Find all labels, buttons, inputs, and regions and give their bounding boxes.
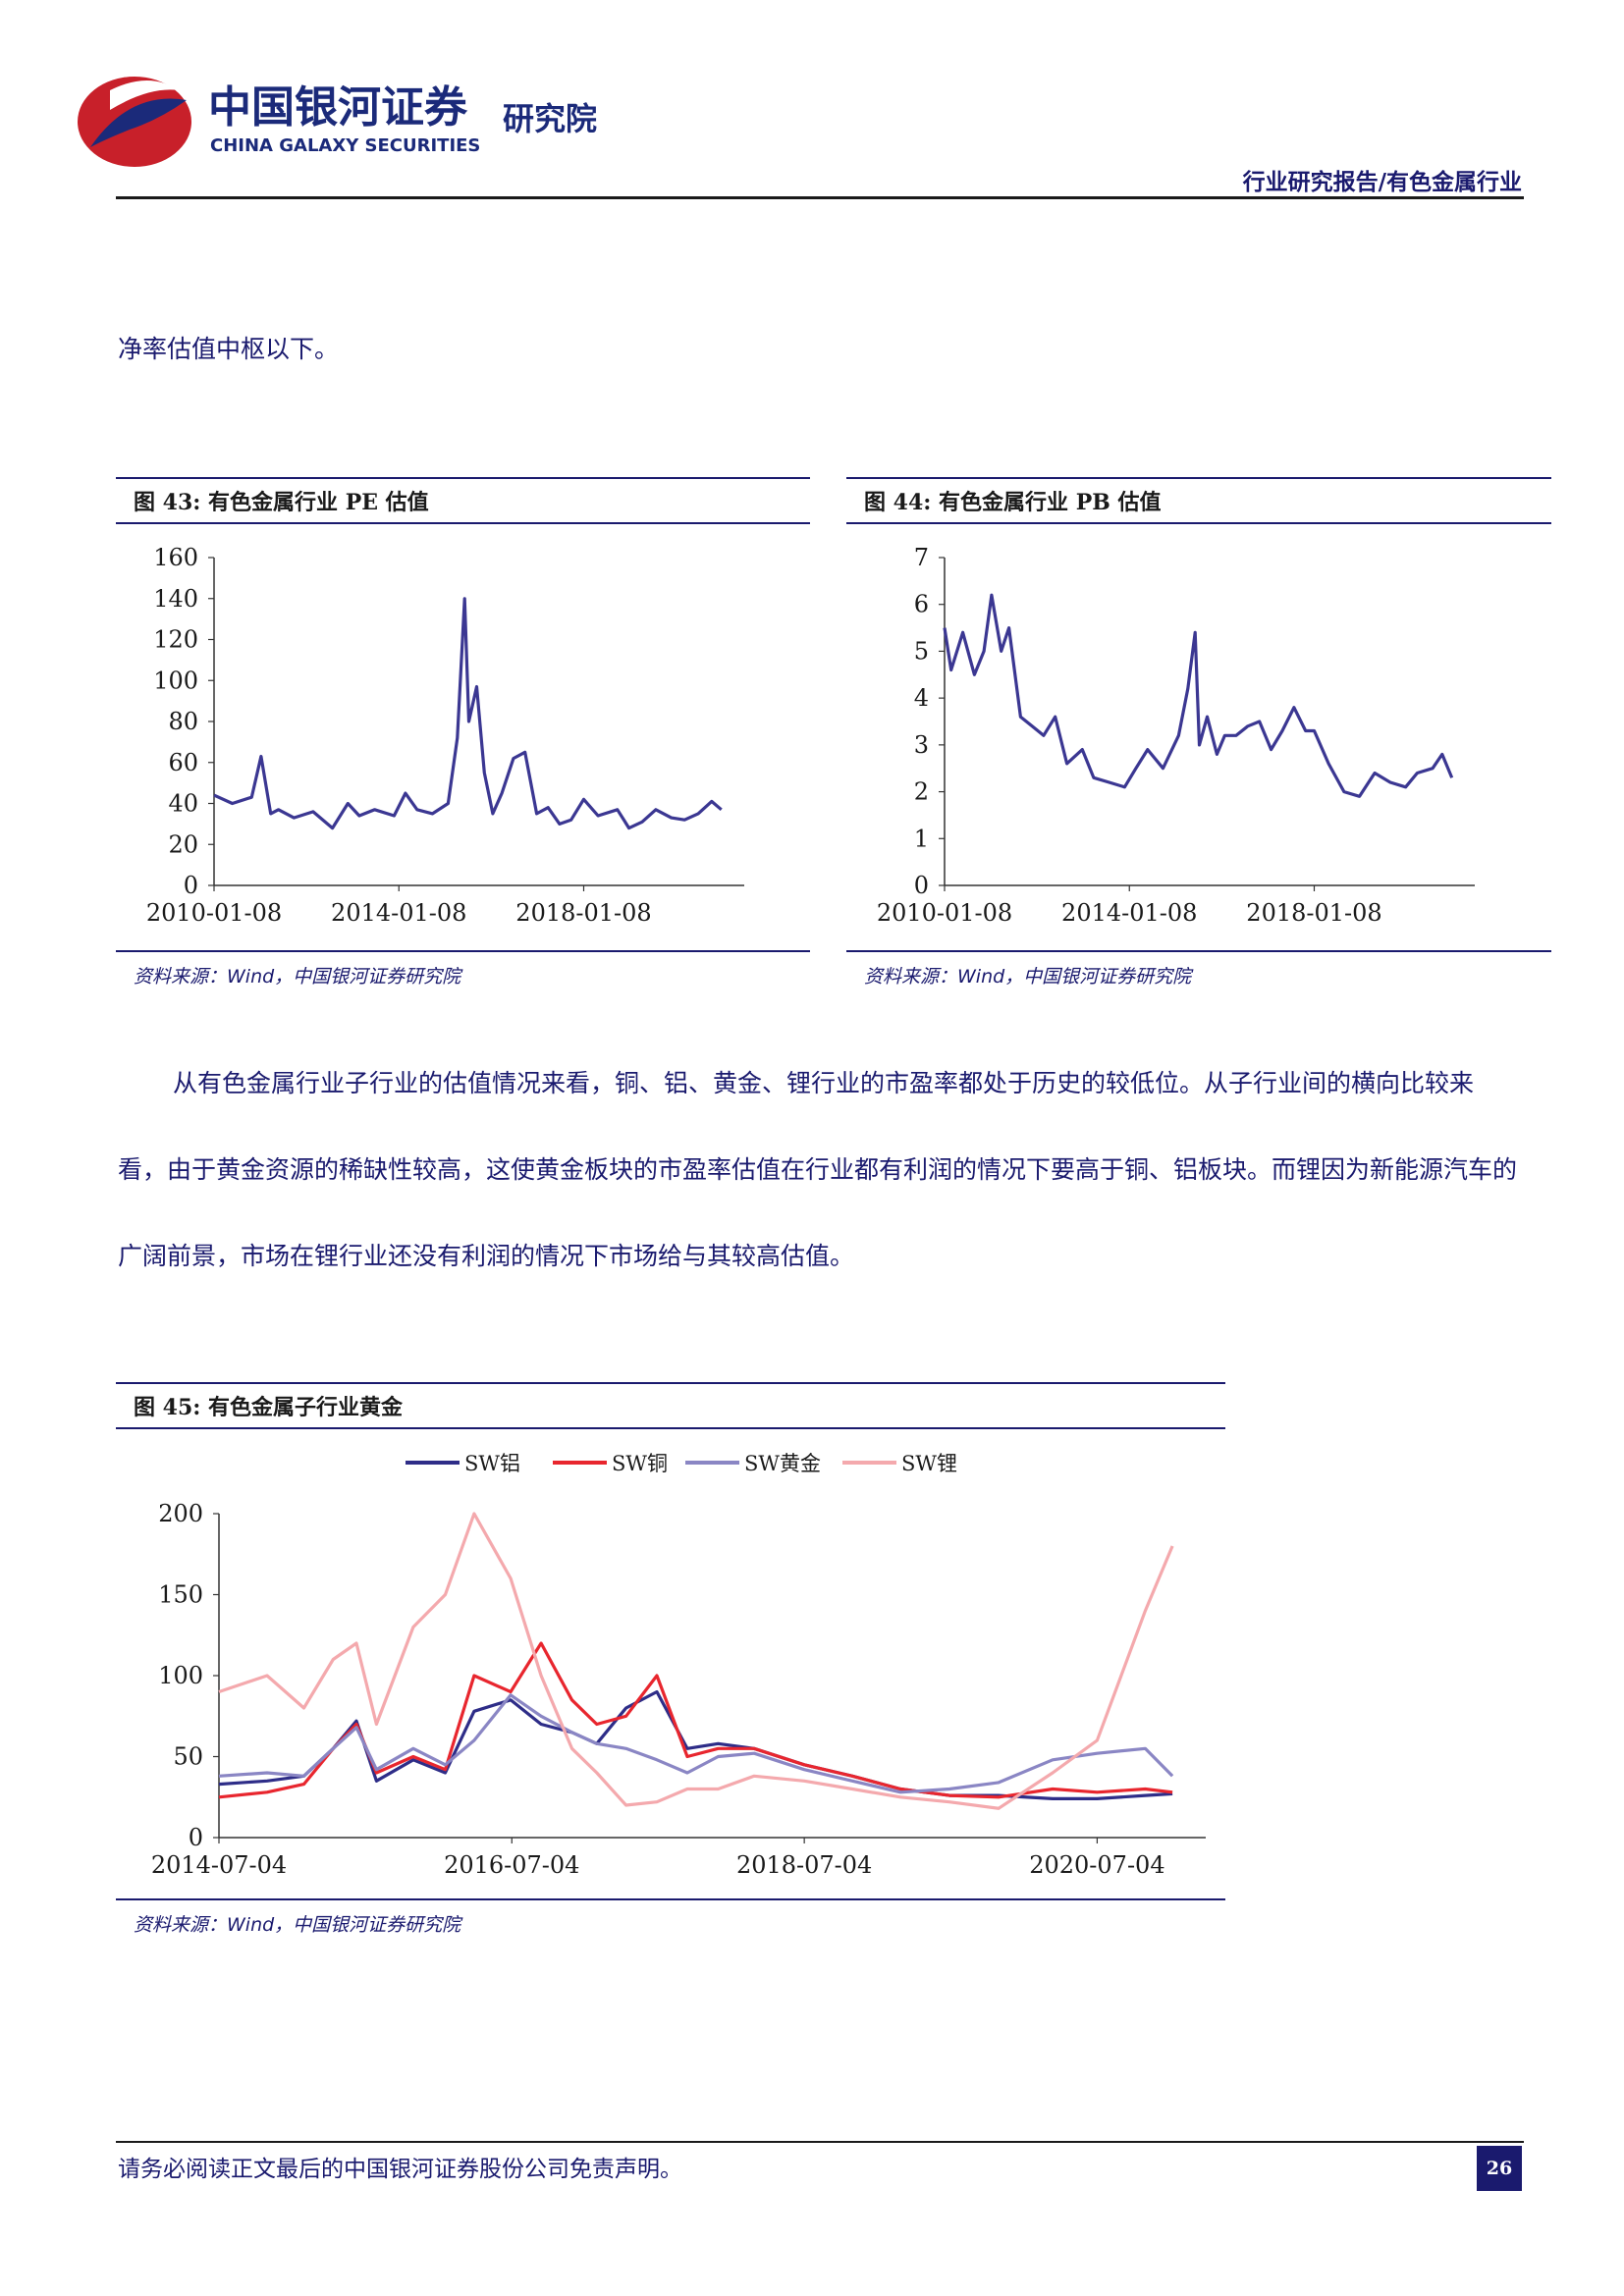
x-tick-label: 2010-01-08 [877, 899, 1012, 927]
legend-label: SW铝 [464, 1452, 520, 1475]
sub-industry-pe-chart: 0 50 100 150 200 2014-07-04 2016-07-04 2018-07-… [151, 1452, 1206, 1879]
x-tick-label: 2018-01-08 [515, 899, 651, 927]
fig43-title: 图 43: 有色金属行业 PE 估值 [134, 490, 429, 515]
logo-en-text: CHINA GALAXY SECURITIES [210, 135, 480, 156]
fig45-source: 资料来源：Wind，中国银河证券研究院 [134, 1914, 461, 1936]
y-tick-label: 160 [153, 544, 198, 571]
x-tick-label: 2018-07-04 [736, 1851, 872, 1879]
fig44-title: 图 44: 有色金属行业 PB 估值 [864, 490, 1162, 515]
report-type-label: 行业研究报告/有色金属行业 [1242, 169, 1522, 195]
y-tick-label: 120 [153, 626, 198, 654]
fig45-bottom-rule [116, 1898, 1225, 1900]
fig45-top-rule [116, 1382, 1225, 1384]
fig44-top-rule [846, 477, 1551, 479]
y-tick-label: 7 [914, 544, 929, 571]
disclaimer-note: 请务必阅读正文最后的中国银河证券股份公司免责声明。 [118, 2157, 682, 2182]
y-tick-label: 200 [158, 1500, 203, 1527]
x-tick-label: 2010-01-08 [146, 899, 282, 927]
x-tick-label: 2020-07-04 [1029, 1851, 1164, 1879]
fig43-bottom-rule [116, 950, 810, 952]
y-tick-label: 100 [158, 1662, 203, 1689]
intro-paragraph: 净率估值中枢以下。 [118, 335, 340, 363]
legend-label: SW黄金 [744, 1452, 821, 1475]
pb-series-line [943, 593, 1454, 798]
logo-cn-text: 中国银河证券 [208, 82, 468, 133]
galaxy-securities-logo: 中国银河证券 CHINA GALAXY SECURITIES 研究院 [71, 51, 709, 184]
sw-au-series-line [218, 1693, 1174, 1794]
legend-label: SW锂 [901, 1452, 957, 1475]
body-paragraph: 从有色金属行业子行业的估值情况来看，铜、铝、黄金、锂行业的市盈率都处于历史的较低… [118, 1069, 1518, 1270]
y-tick-label: 150 [158, 1581, 203, 1609]
fig43-top-rule [116, 477, 810, 479]
logo-swirl-white [110, 80, 179, 110]
fig44-bottom-rule [846, 950, 1551, 952]
y-tick-label: 1 [914, 825, 929, 852]
fig44-mid-rule [846, 522, 1551, 524]
pb-valuation-chart: 0 1 2 3 4 5 6 7 2010-01-08 2014-01-08 2018-01-08 [877, 544, 1475, 927]
legend-label: SW铜 [612, 1452, 668, 1475]
logo-swirl-blue [90, 98, 187, 147]
footer-rule [116, 2141, 1524, 2143]
fig43-mid-rule [116, 522, 810, 524]
fig43-source: 资料来源：Wind，中国银河证券研究院 [134, 966, 461, 988]
x-tick-label: 2018-01-08 [1246, 899, 1381, 927]
y-tick-label: 4 [914, 684, 929, 712]
x-tick-label: 2016-07-04 [444, 1851, 579, 1879]
header-rule [116, 196, 1524, 199]
y-tick-label: 60 [168, 749, 198, 776]
page-number: 26 [1477, 2146, 1522, 2191]
y-tick-label: 20 [168, 830, 198, 858]
x-tick-label: 2014-01-08 [331, 899, 466, 927]
y-tick-label: 6 [914, 591, 929, 618]
x-tick-label: 2014-01-08 [1061, 899, 1197, 927]
pe-valuation-chart: 0 20 40 60 80 100 120 140 160 2010-01-08 2014-01-0… [146, 544, 744, 927]
y-tick-label: 50 [173, 1743, 203, 1771]
fig45-title: 图 45: 有色金属子行业黄金 [134, 1395, 404, 1420]
y-tick-label: 100 [153, 667, 198, 694]
sw-al-series-line [218, 1689, 1173, 1800]
x-tick-label: 2014-07-04 [151, 1851, 287, 1879]
pe-series-line [213, 597, 723, 830]
logo-svg: 中国银河证券 CHINA GALAXY SECURITIES 研究院 [78, 77, 597, 167]
y-tick-label: 0 [184, 872, 198, 899]
y-tick-label: 140 [153, 585, 198, 613]
y-tick-label: 3 [914, 731, 929, 759]
sw-li-series-line [218, 1512, 1174, 1810]
fig44-source: 资料来源：Wind，中国银河证券研究院 [864, 966, 1192, 988]
y-tick-label: 2 [914, 778, 929, 806]
y-tick-label: 0 [189, 1824, 203, 1851]
y-tick-label: 80 [168, 708, 198, 735]
y-tick-label: 40 [168, 790, 198, 818]
y-tick-label: 0 [914, 872, 929, 899]
fig45-mid-rule [116, 1427, 1225, 1429]
logo-suffix-text: 研究院 [503, 100, 597, 137]
y-tick-label: 5 [914, 637, 929, 665]
